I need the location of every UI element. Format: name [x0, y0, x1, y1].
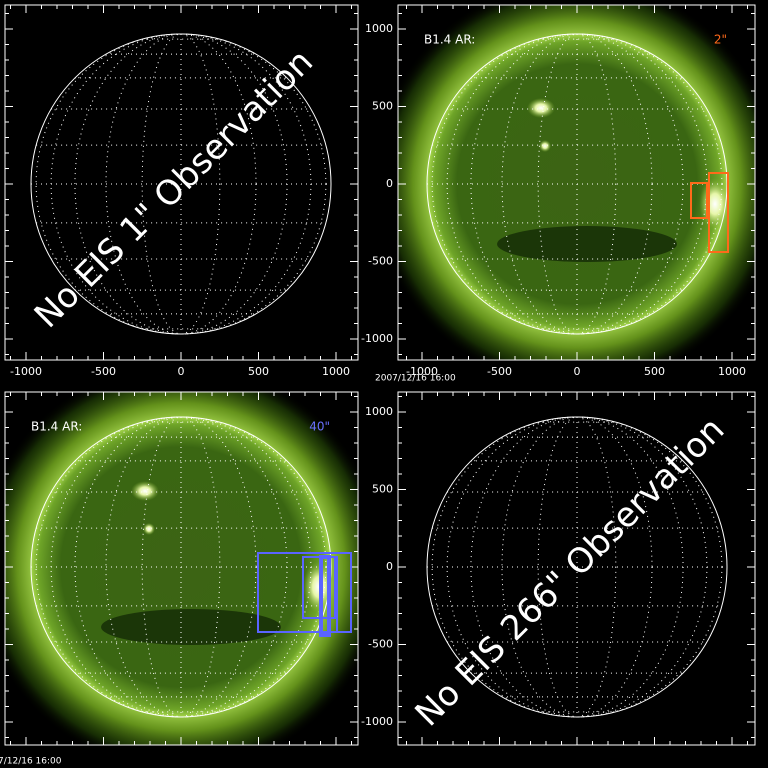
- bright-region: [527, 98, 555, 118]
- longitude-line: [35, 416, 327, 718]
- longitude-line: [537, 33, 617, 335]
- longitude-line: [537, 416, 617, 718]
- raster-box: [690, 182, 708, 219]
- active-region: [699, 178, 731, 230]
- panel-content: [426, 416, 728, 718]
- longitude-line: [74, 33, 288, 335]
- longitude-line: [74, 416, 288, 718]
- panel-label: B1.4 AR:: [31, 420, 82, 434]
- longitude-line: [105, 33, 257, 335]
- bright-region: [131, 481, 159, 501]
- raster-box: [708, 172, 729, 253]
- longitude-line: [141, 416, 221, 718]
- y-tick-label: -1000: [361, 332, 393, 345]
- x-tick-label: -1000: [10, 365, 42, 378]
- panel-content: [5, 392, 358, 745]
- y-tick-label: 1000: [365, 405, 393, 418]
- y-tick-label: -500: [368, 638, 393, 651]
- y-tick-label: -1000: [361, 715, 393, 728]
- timestamp: 2007/12/16 16:00: [375, 374, 456, 384]
- longitude-line: [501, 33, 653, 335]
- slit-scale: 40": [309, 420, 330, 434]
- y-tick-label: -500: [368, 255, 393, 268]
- timestamp: 7/12/16 16:00: [0, 757, 62, 767]
- y-tick-label: 500: [372, 100, 393, 113]
- slit-scale: 2": [714, 33, 727, 47]
- longitude-line: [141, 33, 221, 335]
- x-tick-label: -500: [487, 365, 512, 378]
- panel-content: [398, 5, 755, 360]
- raster-box: [329, 556, 338, 633]
- x-tick-label: 1000: [322, 365, 350, 378]
- panel: B1.4 AR: 40": [4, 391, 359, 746]
- x-tick-label: 500: [248, 365, 269, 378]
- bright-region: [143, 523, 155, 535]
- panel: -1000 -500 0 500 1000 1000 500 0 -500 -1000 B1.4 A…: [361, 4, 756, 378]
- longitude-line: [105, 416, 257, 718]
- panel-content: [30, 33, 332, 335]
- x-tick-label: 1000: [718, 365, 746, 378]
- y-tick-label: 500: [372, 483, 393, 496]
- longitude-line: [35, 33, 327, 335]
- coordinate-grid: [426, 416, 728, 718]
- coordinate-grid: [30, 33, 332, 335]
- longitude-line: [470, 33, 684, 335]
- coronal-hole: [101, 609, 281, 645]
- y-tick-label: 1000: [365, 22, 393, 35]
- panel-label: B1.4 AR:: [424, 33, 475, 47]
- longitude-line: [501, 416, 653, 718]
- coronal-hole: [497, 226, 677, 262]
- y-tick-label: 0: [386, 560, 393, 573]
- x-tick-label: 500: [644, 365, 665, 378]
- bright-region: [539, 140, 551, 152]
- x-tick-label: -1000: [406, 365, 438, 378]
- coordinate-grid: [30, 416, 332, 718]
- y-tick-label: 0: [386, 177, 393, 190]
- x-tick-label: -500: [91, 365, 116, 378]
- x-tick-label: 0: [178, 365, 185, 378]
- longitude-line: [470, 416, 684, 718]
- raster-box: [257, 552, 352, 633]
- x-tick-label: 0: [574, 365, 581, 378]
